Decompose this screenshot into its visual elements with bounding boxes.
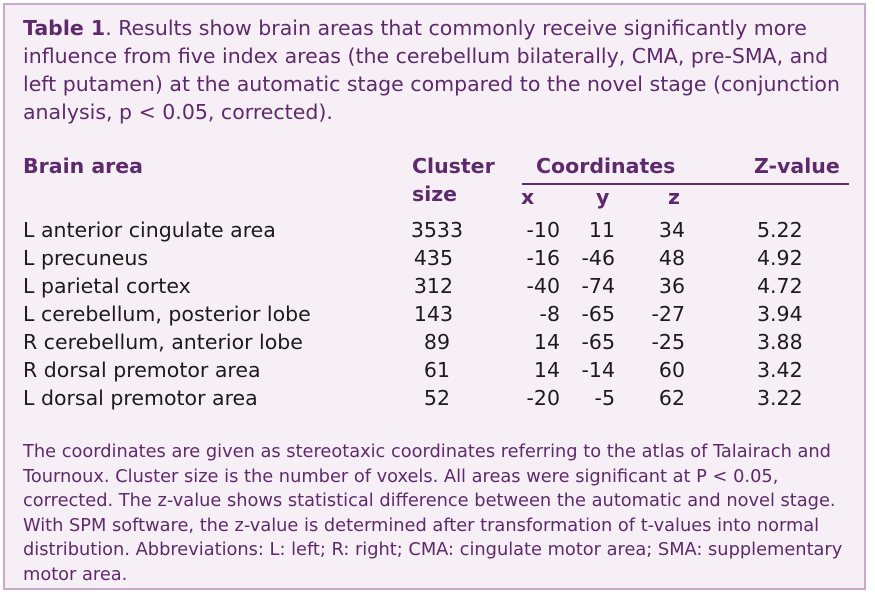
cell-zvalue: 4.72 — [757, 274, 803, 298]
cell-x: -16 — [526, 246, 560, 270]
cell-zvalue: 3.22 — [757, 386, 803, 410]
header-coordinates: Coordinates — [536, 154, 676, 178]
cell-zvalue: 4.92 — [757, 246, 803, 270]
cell-z: 36 — [658, 274, 685, 298]
cell-cluster: 312 — [413, 274, 453, 298]
caption-text: . Results show brain areas that commonly… — [23, 16, 840, 124]
cell-area: L cerebellum, posterior lobe — [23, 302, 311, 326]
cell-z: 60 — [658, 358, 685, 382]
cell-y: -14 — [581, 358, 615, 382]
cell-x: -20 — [526, 386, 560, 410]
table-footnote: The coordinates are given as stereotaxic… — [23, 441, 843, 585]
cell-zvalue: 3.42 — [757, 358, 803, 382]
cell-cluster: 61 — [423, 358, 450, 382]
cell-area: L dorsal premotor area — [23, 386, 258, 410]
cell-area: L anterior cingulate area — [23, 218, 276, 242]
cell-x: -8 — [539, 302, 560, 326]
cell-z: -27 — [651, 302, 685, 326]
cell-y: -46 — [581, 246, 615, 270]
cell-x: -10 — [526, 218, 560, 242]
cell-cluster: 435 — [413, 246, 453, 270]
header-cluster-line1: Cluster — [412, 154, 495, 178]
table-panel: Table 1. Results show brain areas that c… — [3, 3, 866, 590]
table-label: Table 1 — [23, 16, 106, 40]
cell-z: 62 — [658, 386, 685, 410]
cell-area: L precuneus — [23, 246, 149, 270]
cell-x: -40 — [526, 274, 560, 298]
cell-y: 11 — [588, 218, 615, 242]
cell-y: -5 — [594, 386, 615, 410]
cell-x: 14 — [533, 330, 560, 354]
cell-z: 34 — [658, 218, 685, 242]
cell-y: -65 — [581, 302, 615, 326]
cell-cluster: 143 — [413, 302, 453, 326]
cell-z: -25 — [651, 330, 685, 354]
cell-cluster: 3533 — [410, 218, 463, 242]
cell-cluster: 89 — [423, 330, 450, 354]
header-y: y — [596, 185, 610, 209]
table-caption: Table 1. Results show brain areas that c… — [23, 14, 858, 126]
cell-y: -65 — [581, 330, 615, 354]
header-cluster-line2: size — [412, 182, 458, 206]
cell-area: L parietal cortex — [23, 274, 191, 298]
cell-area: R dorsal premotor area — [23, 358, 261, 382]
header-x: x — [521, 185, 535, 209]
cell-area: R cerebellum, anterior lobe — [23, 330, 303, 354]
header-zvalue: Z-value — [754, 154, 840, 178]
cell-y: -74 — [581, 274, 615, 298]
header-z: z — [668, 185, 680, 209]
header-rule — [522, 183, 849, 185]
cell-x: 14 — [533, 358, 560, 382]
cell-zvalue: 3.94 — [757, 302, 803, 326]
header-brain-area: Brain area — [23, 154, 144, 178]
cell-zvalue: 3.88 — [757, 330, 803, 354]
cell-z: 48 — [658, 246, 685, 270]
cell-cluster: 52 — [423, 386, 450, 410]
cell-zvalue: 5.22 — [757, 218, 803, 242]
